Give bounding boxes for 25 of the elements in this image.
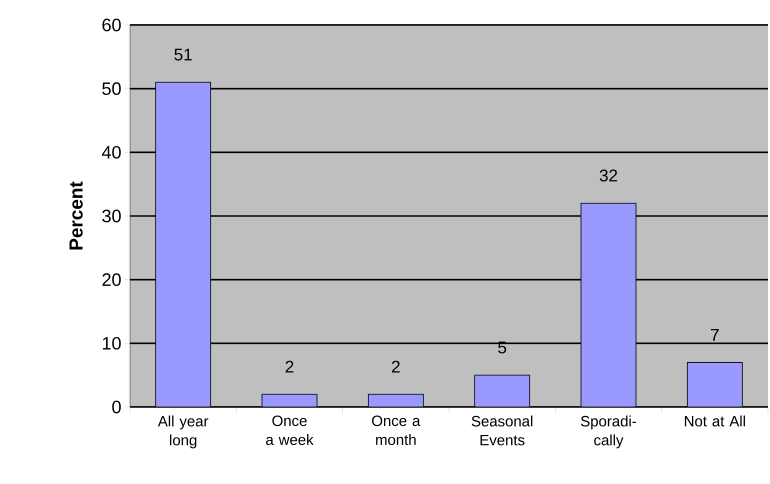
y-tick-label: 0: [112, 400, 121, 414]
x-tick-label: Once a week: [266, 416, 314, 446]
x-tick-label: Once a month: [372, 416, 420, 446]
bar: [155, 82, 212, 407]
bar: [474, 374, 530, 407]
bar: [262, 394, 318, 407]
data-label: 51: [174, 48, 192, 61]
y-tick-label: 40: [102, 146, 121, 159]
bar: [686, 362, 743, 407]
x-tick-label: All year long: [158, 416, 208, 448]
y-tick-label: 60: [102, 18, 121, 32]
y-tick-label: 50: [102, 82, 121, 95]
x-tick-label: Seasonal Events: [472, 416, 532, 446]
data-label: 7: [711, 329, 719, 341]
y-tick-label: 10: [102, 336, 121, 350]
x-tick-label: Sporadi-cally: [580, 416, 636, 448]
bar: [368, 394, 424, 407]
y-axis-title: Percent: [70, 182, 83, 250]
data-label: 2: [392, 360, 400, 373]
y-tick-label: 20: [102, 273, 121, 286]
x-tick-label: Not at All: [684, 416, 745, 426]
y-tick-label: 30: [102, 210, 121, 222]
data-label: 2: [286, 360, 294, 373]
bar: [580, 202, 636, 407]
data-label: 32: [600, 170, 618, 182]
